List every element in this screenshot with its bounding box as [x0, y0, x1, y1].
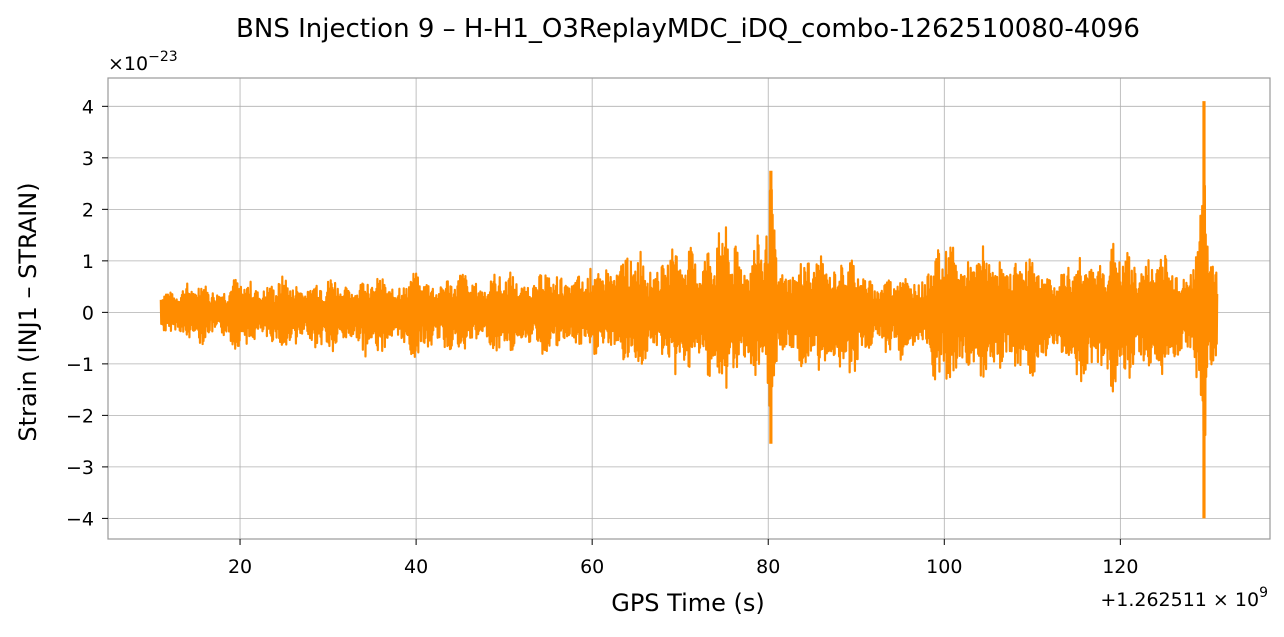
y-axis: −4 −3 −2 −1 0 1 2 3 4: [66, 96, 108, 530]
y-axis-label: Strain (INJ1 – STRAIN): [14, 182, 42, 441]
x-offset-base: +1.262511 × 10: [1100, 589, 1259, 611]
y-tick-label: 3: [82, 148, 94, 170]
y-axis-multiplier: ×10−23: [108, 49, 178, 75]
plot-frame: [107, 77, 1271, 540]
x-tick-label: 20: [228, 556, 252, 578]
x-tick-label: 60: [580, 556, 604, 578]
y-multiplier-exp: −23: [148, 49, 178, 65]
y-multiplier-base: ×10: [108, 53, 148, 75]
y-tick-label: 2: [82, 199, 94, 221]
x-axis: 20 40 60 80 100 120: [228, 539, 1138, 578]
y-tick-label: −1: [66, 354, 94, 376]
series-layer: [159, 101, 1219, 519]
series-line: [159, 175, 1219, 437]
x-axis-offset: +1.262511 × 109: [1100, 585, 1268, 611]
x-tick-label: 100: [926, 556, 962, 578]
chart-title: BNS Injection 9 – H-H1_O3ReplayMDC_iDQ_c…: [236, 14, 1140, 44]
y-tick-label: 4: [82, 96, 94, 118]
y-tick-label: −2: [66, 405, 94, 427]
x-tick-label: 40: [404, 556, 428, 578]
y-tick-label: −4: [66, 508, 94, 530]
y-tick-label: 1: [82, 251, 94, 273]
x-offset-exp: 9: [1259, 585, 1268, 601]
y-tick-label: 0: [82, 302, 94, 324]
y-tick-label: −3: [66, 457, 94, 479]
x-axis-label: GPS Time (s): [611, 589, 765, 617]
x-tick-label: 120: [1102, 556, 1138, 578]
x-tick-label: 80: [756, 556, 780, 578]
